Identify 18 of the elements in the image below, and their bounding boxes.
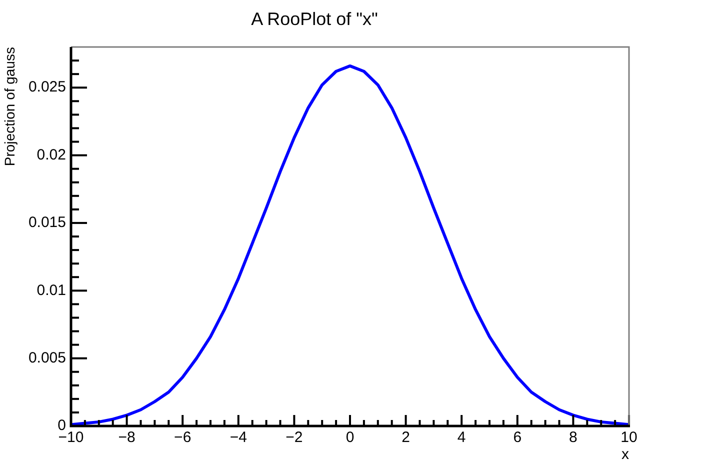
y-axis-title: Projection of gauss: [1, 47, 18, 166]
x-tick-label: −6: [174, 429, 192, 446]
x-tick-label: 4: [457, 429, 466, 446]
chart-title: A RooPlot of "x": [251, 8, 378, 29]
y-tick-label: 0.025: [28, 78, 66, 96]
x-tick-label: 6: [513, 429, 522, 446]
x-tick-label: −4: [230, 429, 247, 446]
x-axis-title: x: [622, 446, 630, 464]
y-tick-label: 0.005: [28, 349, 66, 366]
x-tick-label: 10: [620, 429, 638, 446]
x-tick-label: −2: [286, 429, 303, 446]
y-tick-label: 0.01: [36, 282, 66, 299]
x-tick-label: −8: [118, 429, 136, 446]
x-tick-label: 2: [402, 429, 410, 446]
x-tick-label: 0: [346, 429, 354, 446]
y-tick-label: 0.02: [36, 146, 66, 164]
x-tick-label: 8: [569, 429, 578, 446]
y-tick-label: 0.015: [28, 214, 66, 232]
